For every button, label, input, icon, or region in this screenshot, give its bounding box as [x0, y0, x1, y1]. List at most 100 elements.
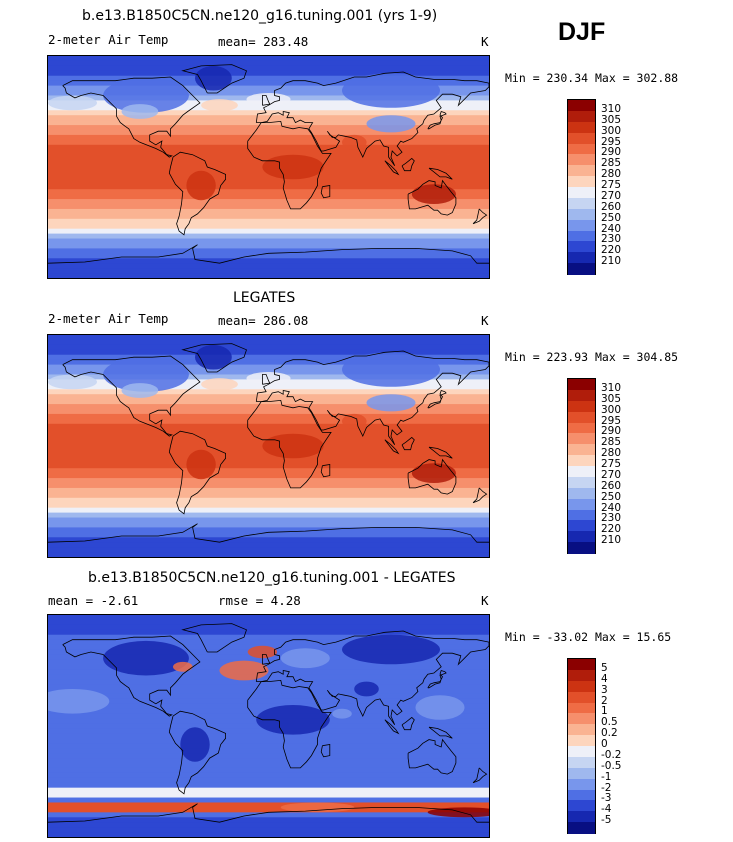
colorbar-swatch [568, 531, 595, 543]
field-band [48, 354, 489, 361]
coastline [181, 64, 247, 94]
field-anomaly [366, 115, 416, 133]
colorbar-swatch [568, 110, 595, 123]
colorbar-label: 260 [601, 200, 622, 213]
panel-3-title: b.e13.B1850C5CN.ne120_g16.tuning.001 - L… [88, 570, 456, 586]
colorbar-label: -3 [601, 792, 612, 805]
field-band [48, 194, 489, 200]
field-band [48, 208, 489, 215]
colorbar-swatch [568, 680, 595, 693]
field-band [48, 634, 489, 641]
field-band [48, 344, 489, 351]
panel-2-map [47, 334, 490, 558]
field-band [48, 802, 489, 808]
field-band [48, 80, 489, 87]
coastline [407, 738, 457, 775]
field-anomaly [342, 134, 367, 150]
field-band [48, 144, 489, 151]
colorbar-swatch [568, 509, 595, 521]
field-band [48, 85, 489, 92]
colorbar-swatch [568, 121, 595, 134]
field-band [48, 154, 489, 161]
coastline [320, 185, 331, 199]
field-band [48, 782, 489, 789]
field-band [48, 547, 489, 553]
colorbar-swatch [568, 520, 595, 532]
field-band [48, 218, 489, 225]
field-band [48, 394, 489, 400]
field-band [48, 223, 489, 230]
field-anomaly [262, 433, 324, 459]
panel-1-minmax: Min = 230.34 Max = 302.88 [505, 71, 679, 85]
colorbar-swatch [568, 154, 595, 166]
colorbar-swatch [568, 422, 595, 434]
field-band [48, 263, 489, 269]
panel-1-colorbar [567, 99, 596, 275]
coastline [255, 630, 489, 726]
field-band [48, 359, 489, 366]
field-band [48, 669, 489, 675]
season-label: DJF [558, 18, 606, 46]
coastline [181, 343, 247, 373]
panel-2-minmax: Min = 223.93 Max = 304.85 [505, 350, 679, 364]
colorbar-label: 275 [601, 179, 622, 191]
field-band [48, 817, 489, 823]
field-band [48, 812, 489, 818]
field-anomaly [121, 104, 159, 119]
panel-1-mean: mean= 283.48 [218, 34, 309, 49]
field-band [48, 335, 489, 341]
field-band [48, 674, 489, 680]
field-band [48, 268, 489, 274]
panel-1-title: b.e13.B1850C5CN.ne120_g16.tuning.001 (yr… [82, 8, 438, 24]
colorbar-swatch [568, 197, 595, 210]
coastline [62, 635, 201, 717]
colorbar-swatch [568, 263, 595, 275]
colorbar-label: 290 [601, 146, 622, 159]
field-band [48, 433, 489, 440]
colorbar-swatch [568, 379, 595, 391]
field-band [48, 409, 489, 415]
field-anomaly [247, 645, 278, 659]
field-band [48, 748, 489, 754]
colorbar-swatch [568, 822, 595, 834]
coastline [255, 71, 489, 167]
coastline [427, 110, 447, 130]
colorbar-swatch [568, 389, 595, 402]
field-band [48, 243, 489, 249]
field-anomaly [246, 93, 291, 106]
field-band [48, 258, 489, 264]
coastline [472, 208, 488, 225]
colorbar-swatch [568, 219, 595, 231]
field-band [48, 512, 489, 519]
field-band [48, 639, 489, 646]
field-band [48, 527, 489, 533]
field-band [48, 364, 489, 371]
colorbar-swatch [568, 132, 595, 144]
field-band [48, 404, 489, 410]
field-band [48, 703, 489, 710]
panel-3-map-svg [48, 615, 489, 837]
field-band [48, 624, 489, 631]
coastline [428, 726, 453, 739]
field-band [48, 189, 489, 195]
field-band [48, 552, 489, 557]
field-band [48, 473, 489, 479]
colorbar-swatch [568, 767, 595, 780]
colorbar-swatch [568, 713, 595, 725]
field-band [48, 105, 489, 111]
field-anomaly [121, 383, 159, 398]
field-band [48, 413, 489, 420]
colorbar-swatch [568, 143, 595, 155]
colorbar-label: 285 [601, 157, 622, 170]
colorbar-label: -0.2 [601, 748, 622, 761]
field-band [48, 832, 489, 837]
colorbar-label: 310 [601, 102, 622, 115]
coastline [401, 436, 415, 451]
colorbar-label: 240 [601, 222, 622, 235]
colorbar-label: 0.5 [601, 716, 618, 729]
field-band [48, 253, 489, 259]
colorbar-swatch [568, 800, 595, 812]
colorbar-label: 275 [601, 458, 622, 470]
coastline [247, 120, 332, 210]
field-anomaly [342, 352, 440, 387]
